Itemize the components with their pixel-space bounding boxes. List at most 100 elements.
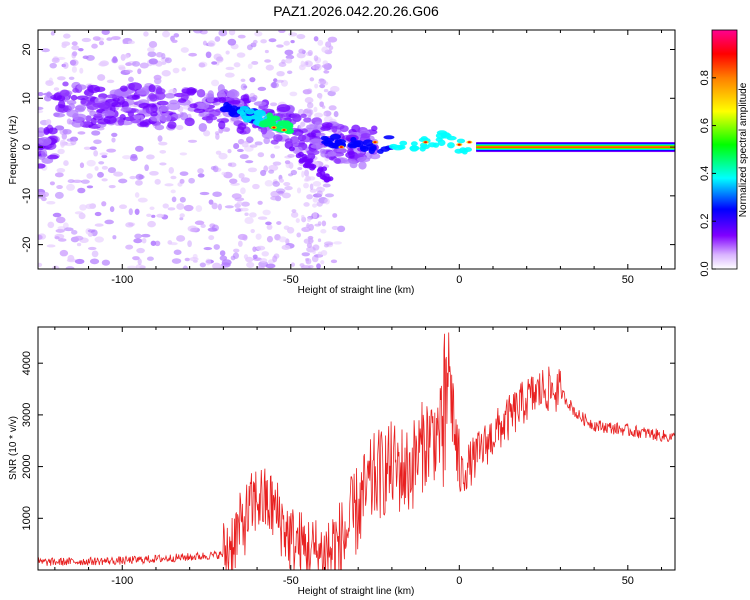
spectral-blob — [299, 263, 305, 267]
spectral-blob — [71, 41, 78, 46]
spectral-blob — [128, 76, 134, 83]
spectral-blob — [256, 265, 265, 269]
spectral-blob — [314, 121, 323, 126]
spectral-blob — [101, 259, 111, 266]
snr-xtick-label: -100 — [111, 575, 133, 587]
spectral-blob — [68, 76, 75, 80]
spectral-blob — [45, 118, 52, 125]
spectral-blob — [333, 111, 339, 118]
spectral-blob — [268, 38, 277, 43]
spectral-blob — [284, 185, 293, 191]
spectral-blob — [176, 235, 186, 242]
spectral-blob — [323, 70, 330, 74]
spectral-blob — [323, 243, 329, 248]
spectral-blob — [213, 244, 220, 250]
spectral-blob — [113, 171, 124, 177]
spectral-blob — [197, 173, 205, 178]
spectral-blob — [190, 227, 198, 233]
spectral-blob — [63, 227, 74, 232]
spectral-blob — [38, 109, 44, 114]
spectral-blob — [307, 217, 311, 223]
spectral-blob — [309, 109, 314, 116]
spectral-blob — [296, 33, 306, 40]
spectral-blob — [147, 220, 156, 228]
spectral-blob — [321, 105, 326, 109]
spectral-blob — [101, 30, 110, 36]
spectral-blob — [207, 227, 218, 232]
spectral-blob — [86, 159, 96, 167]
spectral-blob — [241, 201, 250, 207]
spectral-blob — [330, 85, 340, 93]
spectral-blob — [213, 97, 223, 102]
snr-ytick-label: 1000 — [21, 506, 33, 530]
spectral-blob — [283, 40, 290, 46]
spectral-blob — [320, 126, 332, 131]
spectral-blob — [332, 144, 341, 149]
spectral-blob — [276, 71, 285, 77]
spectral-blob — [257, 86, 267, 92]
spectral-blob — [301, 214, 305, 219]
spectral-blob — [124, 69, 133, 73]
spectral-blob — [257, 200, 263, 205]
spectral-blob — [467, 141, 471, 144]
spectral-blob — [179, 178, 185, 184]
spectral-blob — [259, 258, 268, 263]
spectral-blob — [198, 122, 208, 132]
spectral-blob — [120, 85, 128, 92]
spectral-blob — [446, 135, 457, 141]
spectral-blob — [383, 135, 395, 140]
spectral-blob — [137, 258, 142, 266]
spectral-blob — [135, 145, 144, 152]
spectral-blob — [288, 32, 298, 37]
spectral-blob — [319, 148, 327, 155]
spectral-blob — [41, 149, 48, 158]
spectral-blob — [77, 47, 84, 52]
spectral-blob — [194, 220, 205, 226]
spectral-blob — [230, 255, 236, 261]
spectral-blob — [225, 50, 230, 55]
spectral-blob — [409, 145, 420, 151]
spectral-blob — [264, 49, 269, 54]
spectrogram-xtick-label: 50 — [622, 274, 634, 286]
spectral-blob — [83, 146, 91, 150]
spectral-blob — [47, 221, 55, 229]
spectral-blob — [122, 155, 132, 160]
spectral-blob — [104, 219, 114, 225]
spectral-blob — [264, 179, 274, 187]
snr-xtick-label: 50 — [622, 575, 634, 587]
spectral-blob — [63, 33, 71, 39]
spectral-blob — [373, 141, 377, 144]
spectral-blob — [97, 74, 106, 81]
colorbar-tick-label: 0.2 — [699, 214, 711, 229]
spectral-blob — [158, 141, 168, 146]
spectral-blob — [111, 57, 119, 64]
spectral-blob — [252, 183, 260, 190]
spectral-blob — [49, 181, 55, 186]
spectral-blob — [226, 89, 240, 99]
spectral-blob — [260, 169, 267, 177]
spectral-blob — [350, 136, 357, 143]
spectral-blob — [240, 177, 250, 183]
spectral-blob — [230, 99, 241, 105]
spectral-blob — [141, 238, 147, 244]
spectral-blob — [334, 158, 342, 164]
spectral-blob — [359, 145, 367, 150]
spectral-blob — [202, 40, 208, 46]
spectral-blob — [305, 61, 309, 66]
spectral-blob — [392, 144, 405, 151]
spectral-blob — [306, 124, 318, 130]
spectral-blob — [253, 110, 263, 116]
spectral-blob — [170, 175, 177, 180]
spectral-blob — [78, 212, 86, 220]
spectral-blob — [101, 154, 108, 159]
spectral-blob — [72, 179, 83, 184]
spectral-blob — [181, 67, 187, 72]
spectral-blob — [82, 55, 89, 60]
spectral-blob — [86, 173, 93, 179]
spectral-blob — [320, 249, 328, 256]
spectral-blob — [47, 127, 58, 135]
spectral-blob — [72, 51, 78, 57]
colorbar-tick-label: 0.4 — [699, 166, 711, 181]
spectral-blob — [233, 62, 241, 68]
